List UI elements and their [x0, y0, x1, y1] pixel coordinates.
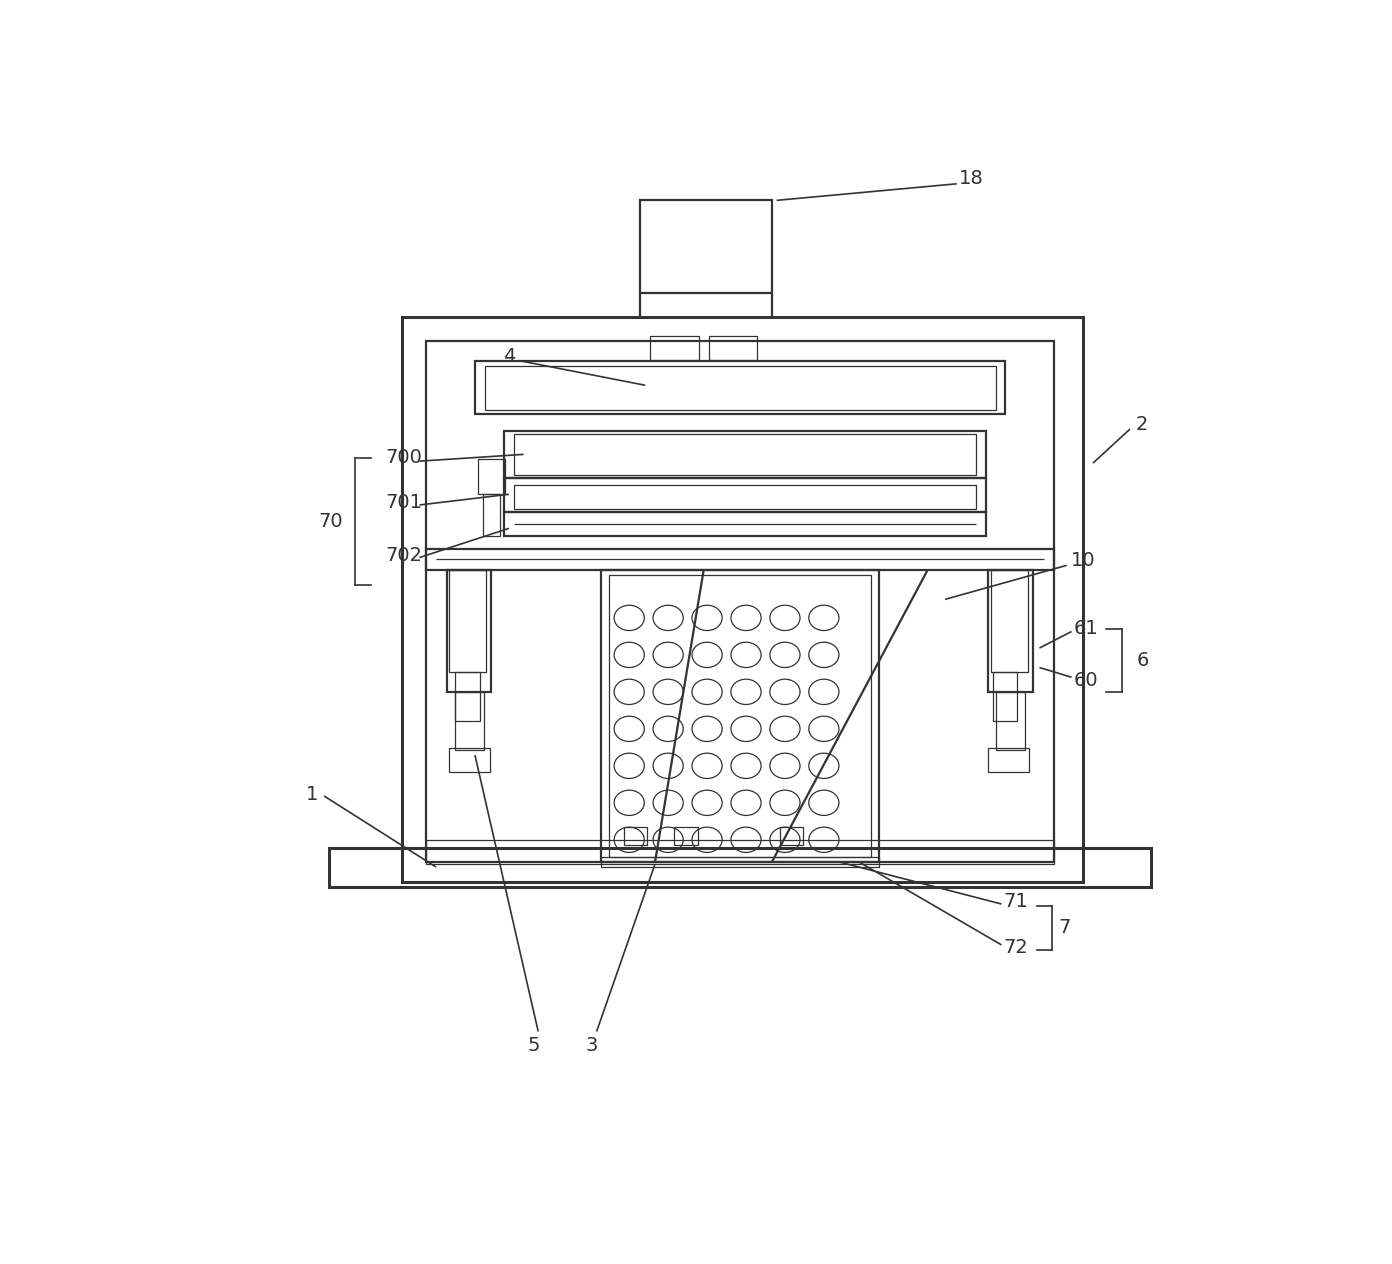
Bar — [484, 365, 995, 410]
Text: 71: 71 — [1004, 891, 1029, 910]
Text: 701: 701 — [386, 493, 422, 512]
Text: 70: 70 — [319, 512, 344, 531]
Bar — [402, 317, 1083, 882]
Bar — [610, 575, 871, 857]
Bar — [675, 827, 697, 844]
Bar — [477, 459, 505, 494]
Bar — [504, 431, 986, 478]
Bar — [483, 494, 500, 536]
Text: 4: 4 — [503, 346, 515, 365]
Bar — [448, 570, 486, 672]
Text: 7: 7 — [1058, 919, 1070, 938]
Text: 18: 18 — [959, 169, 984, 188]
Text: 6: 6 — [1137, 651, 1150, 670]
Bar — [601, 570, 878, 862]
Bar — [995, 691, 1025, 751]
Text: 1: 1 — [306, 785, 319, 804]
Bar — [514, 434, 976, 475]
Bar — [988, 570, 1033, 691]
Bar — [650, 336, 699, 360]
Bar — [329, 848, 1151, 886]
Bar — [624, 827, 647, 844]
Bar — [475, 362, 1005, 415]
Bar — [448, 748, 490, 771]
Bar — [709, 336, 757, 360]
Text: 702: 702 — [386, 546, 422, 565]
Text: 5: 5 — [528, 1035, 540, 1054]
Bar — [426, 839, 1054, 865]
Bar — [640, 201, 771, 293]
Bar — [447, 570, 491, 691]
Bar — [426, 341, 1054, 862]
Bar — [455, 691, 483, 751]
Text: 2: 2 — [1136, 415, 1148, 434]
Text: 60: 60 — [1073, 671, 1098, 690]
Bar — [780, 827, 803, 844]
Text: 3: 3 — [586, 1035, 599, 1054]
Bar — [991, 570, 1027, 672]
Bar — [426, 549, 1054, 570]
Text: 700: 700 — [386, 447, 422, 466]
Text: 61: 61 — [1073, 619, 1098, 638]
Bar — [988, 748, 1029, 771]
Bar — [504, 512, 986, 536]
Text: 10: 10 — [1070, 551, 1096, 570]
Bar — [455, 672, 480, 720]
Text: 72: 72 — [1004, 938, 1029, 957]
Bar — [504, 478, 986, 512]
Bar — [601, 857, 878, 867]
Bar — [514, 484, 976, 509]
Bar — [992, 672, 1018, 720]
